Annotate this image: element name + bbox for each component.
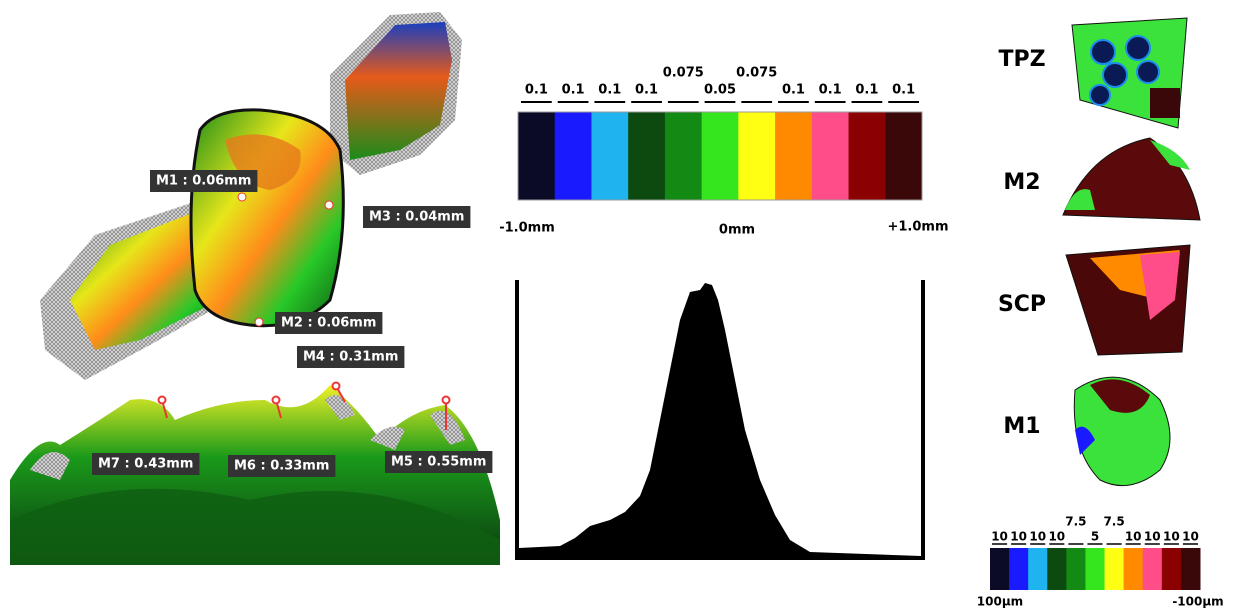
small-scale-segment	[1066, 548, 1086, 590]
small-segment-label: 5	[1091, 530, 1099, 544]
small-segment-label: 10	[991, 530, 1008, 544]
measurement-box	[297, 346, 405, 368]
segment-label: 0.075	[663, 66, 704, 81]
scale-segment	[554, 112, 592, 200]
small-segment-label: 7.5	[1065, 515, 1086, 529]
region-label: M2	[1003, 170, 1040, 195]
measurement-box	[385, 451, 493, 473]
small-scale-segment	[1009, 548, 1029, 590]
small-segment-label: 10	[1182, 530, 1199, 544]
scale-segment	[701, 112, 739, 200]
measurement-box	[150, 170, 258, 192]
scale-segment	[591, 112, 629, 200]
measurement-label: M2 : 0.06mm	[281, 316, 376, 331]
small-scale-segment	[1180, 548, 1201, 590]
measurement-label: M1 : 0.06mm	[156, 174, 251, 189]
small-scale-segment	[990, 548, 1010, 590]
segment-label: 0.1	[598, 83, 621, 98]
segment-label: 0.1	[782, 83, 805, 98]
measurement-box	[363, 206, 471, 228]
histogram	[515, 280, 925, 560]
segment-label: 0.1	[562, 83, 585, 98]
measurement-label: M7 : 0.43mm	[98, 457, 193, 472]
bracket-scan	[40, 12, 462, 380]
segment-label: 0.1	[819, 83, 842, 98]
small-scale-segment	[1142, 548, 1163, 590]
region-scans	[1062, 17, 1201, 487]
measurement-label: M6 : 0.33mm	[234, 459, 329, 474]
small-segment-label: 10	[1125, 530, 1142, 544]
small-scale-segment	[1047, 548, 1067, 590]
small-segment-label: 10	[1010, 530, 1027, 544]
segment-label: 0.1	[525, 83, 548, 98]
segment-label: 0.1	[855, 83, 878, 98]
small-segment-label: 10	[1029, 530, 1046, 544]
measurement-box	[92, 453, 200, 475]
scale-segment	[664, 112, 703, 200]
scale-segment	[628, 112, 666, 200]
measurement-box	[228, 455, 336, 477]
small-segment-label: 10	[1163, 530, 1180, 544]
small-segment-label: 10	[1048, 530, 1065, 544]
region-label: TPZ	[998, 47, 1045, 72]
segment-label: 0.1	[892, 83, 915, 98]
region-label: SCP	[998, 292, 1046, 317]
region-label: M1	[1003, 414, 1040, 439]
scale-mid: 0mm	[719, 223, 755, 238]
small-scale-max: -100µm	[1172, 595, 1223, 609]
small-scale-segment	[1104, 548, 1125, 590]
scale-max: +1.0mm	[887, 220, 948, 235]
small-segment-label: 7.5	[1103, 515, 1124, 529]
small-scale-segment	[1161, 548, 1182, 590]
scale-segment	[811, 112, 850, 200]
small-scale-segment	[1123, 548, 1144, 590]
small-scale-segment	[1028, 548, 1048, 590]
scale-segment	[518, 112, 556, 200]
segment-label: 0.1	[635, 83, 658, 98]
measurement-label: M3 : 0.04mm	[369, 210, 464, 225]
scale-segment	[848, 112, 886, 200]
scale-border	[517, 111, 923, 201]
segment-label: 0.075	[736, 66, 777, 81]
measurement-label: M5 : 0.55mm	[391, 455, 486, 470]
scale-segment	[775, 112, 813, 200]
scale-segment	[885, 112, 923, 200]
segment-label: 0.05	[704, 83, 736, 98]
small-segment-label: 10	[1144, 530, 1161, 544]
scale-min: -1.0mm	[499, 221, 555, 236]
scale-segment	[738, 112, 776, 200]
measurement-label: M4 : 0.31mm	[303, 350, 398, 365]
measurement-box	[275, 312, 383, 334]
small-scale-min: 100µm	[977, 595, 1023, 609]
small-scale-segment	[1085, 548, 1106, 590]
